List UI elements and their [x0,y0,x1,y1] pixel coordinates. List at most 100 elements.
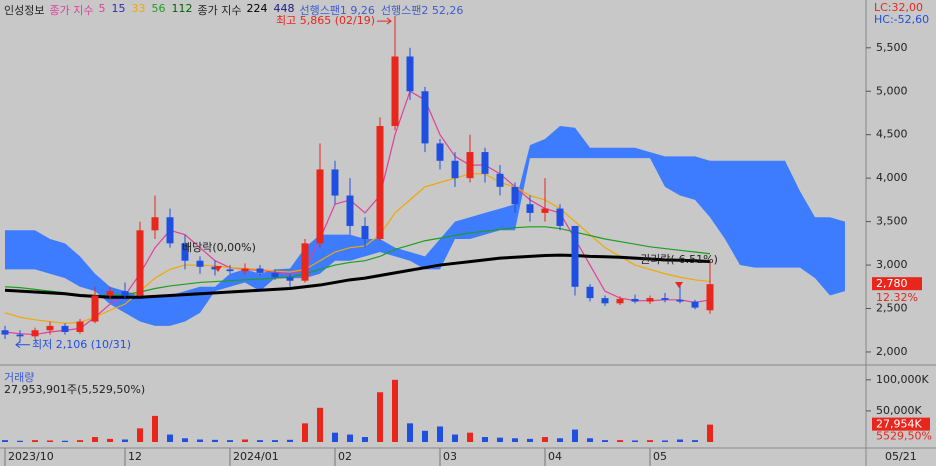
candle-body [76,321,84,332]
volume-bar [647,440,653,442]
candle-body [346,195,354,226]
volume-bar [302,423,308,442]
y-tick-label: 4,500 [876,128,908,141]
legend-item: 448 [273,2,295,15]
x-tick-label: 05 [653,450,667,463]
volume-bar [407,423,413,442]
legend-item: 224 [246,2,268,15]
volume-bar [617,440,623,442]
volume-bar [317,407,323,442]
title: 인성정보 [4,4,45,17]
candle-body [601,298,609,304]
candle-body [46,325,54,331]
arrow [377,17,392,25]
candle-body [1,330,9,335]
candle-body [136,230,144,296]
hc-label: HC:-52,60 [874,13,929,26]
volume-bar [62,440,68,442]
candle-body [361,225,369,239]
candle-body [151,217,159,231]
candle-body [466,152,474,179]
candle-body [526,204,534,213]
ma-line [4,253,711,299]
candle-body [706,284,714,311]
candle-body [436,143,444,161]
price-label: 2,780 [876,277,908,290]
y-tick-label: 5,000 [876,84,908,97]
legend-items: 5 15 33 56 112 [98,2,192,18]
volume-bar [587,438,593,442]
volume-label: 27,954K [876,418,922,431]
volume-bar [437,426,443,442]
candle-body [166,217,174,244]
y-tick-label: 3,500 [876,215,908,228]
volume-bar [557,438,563,442]
legend: 인성정보 종가 지수 5 15 33 56 112 종가 지수 224 448 선행스팬1… [4,2,463,18]
volume-box [872,417,930,431]
volume-bar [2,440,8,442]
candle-body [316,169,324,244]
volume-bar [197,439,203,442]
candle-body [286,277,294,281]
volume-bar [17,440,23,442]
candle-body [31,330,39,337]
legend-item: 56 [151,2,166,15]
volume-bar [137,428,143,442]
candle-body [61,325,69,332]
event-marker [675,282,683,288]
volume-bar [167,434,173,442]
legend-label: 종가 지수 [49,4,94,17]
candle-body [91,295,99,322]
x-tick-label: 03 [443,450,457,463]
volume-bar [512,438,518,442]
x-tick-label: 12 [128,450,142,463]
y-tick-label: 100,000K [876,373,929,386]
volume-bar [32,440,38,442]
candle-body [16,334,24,337]
volume-bar [332,432,338,442]
annotation: 최저 2,106 (10/31) [32,338,131,351]
candle-body [406,56,414,92]
annotation: 권리락(-6.51%) [640,253,718,266]
x-tick-label: 04 [548,450,562,463]
volume-bar [467,432,473,442]
candle-body [631,298,639,302]
annotation: 최고 5,865 (02/19) [276,14,375,27]
candle-body [541,208,549,213]
y-tick-label: 2,500 [876,302,908,315]
volume-bar [77,440,83,442]
candle-body [511,186,519,205]
volume-bar [362,437,368,442]
volume-bar [692,440,698,442]
legend-item: 112 [171,2,193,15]
y-tick-label: 4,000 [876,171,908,184]
volume-bar [212,439,218,442]
candle-body [571,225,579,287]
volume-bar [152,415,158,442]
candle-body [256,268,264,273]
arrow [15,341,30,349]
legend-item: 선행스팬1 9,26 [299,4,375,17]
volume-bar [452,434,458,442]
volume-ratio: 5529,50% [876,430,932,443]
volume-bar [377,392,383,442]
candle-body [691,301,699,308]
event-marker [214,266,222,272]
change-label: 12.32% [876,291,918,304]
candle-body [646,298,654,302]
volume-title: 거래량 [4,371,35,384]
legend-items: 224 448 [246,2,294,18]
candle-body [481,152,489,174]
volume-bar [662,440,668,442]
x-tick-label: 2024/01 [233,450,279,463]
y-tick-label: 2,000 [876,345,908,358]
y-tick-label: 50,000K [876,404,922,417]
x-tick-label: 2023/10 [8,450,54,463]
volume-bar [707,424,713,442]
candle-body [301,243,309,281]
annotation: 배당락(0,00%) [182,241,256,254]
volume-bar [497,437,503,442]
legend-item: 선행스팬2 52,26 [380,4,464,17]
volume-bar [602,440,608,442]
